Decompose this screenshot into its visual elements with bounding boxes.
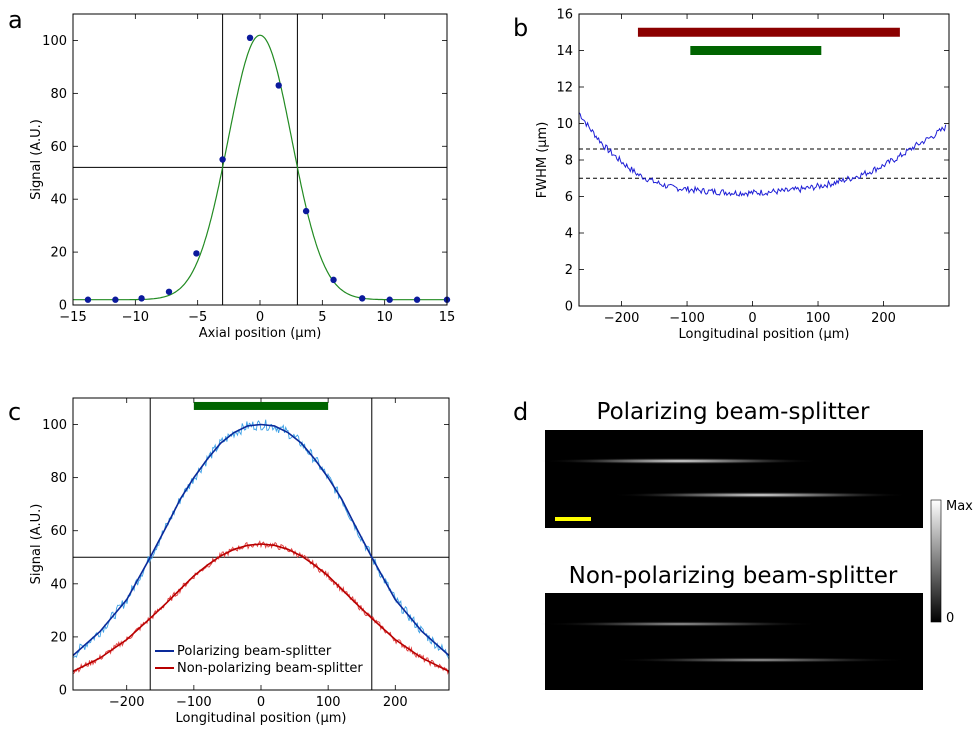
image-non-polarizing [545, 593, 923, 690]
beam-streak [540, 621, 820, 627]
y-tick-label: 80 [50, 87, 67, 102]
data-point [275, 82, 282, 89]
panel-label-c: c [8, 398, 21, 426]
x-tick-label: 100 [806, 311, 831, 326]
scale-bar [555, 517, 591, 521]
x-axis-label: Longitudinal position (µm) [679, 327, 850, 342]
legend-entry: Non-polarizing beam-splitter [177, 661, 363, 676]
y-tick-label: 8 [565, 154, 573, 169]
x-axis-label: Longitudinal position (µm) [176, 711, 347, 726]
data-point [246, 34, 254, 42]
data-point [138, 295, 145, 302]
plot-frame [72, 397, 450, 691]
image-panel-d: Polarizing beam-splitter Non-polarizing … [540, 399, 973, 690]
y-tick-label: 14 [556, 44, 573, 59]
data-point [219, 156, 226, 163]
x-tick-label: −200 [109, 695, 145, 710]
plot-frame [578, 13, 950, 307]
chart-panel-c: −200 −100 0 100 200020406080100Longitudinal … [29, 397, 450, 726]
fit-line [72, 423, 450, 657]
x-tick-label: −200 [604, 311, 640, 326]
y-tick-label: 0 [59, 299, 67, 314]
legend: Polarizing beam-splitter Non-polarizing b… [155, 644, 363, 676]
y-tick-label: 12 [556, 81, 573, 96]
data-point [302, 207, 310, 215]
range-bar [637, 27, 900, 37]
y-tick-label: 0 [565, 300, 573, 315]
y-tick-label: 20 [50, 246, 67, 261]
fit-line [72, 543, 450, 673]
colorbar [930, 499, 942, 623]
y-tick-label: 4 [565, 227, 573, 242]
x-tick-label: −5 [188, 310, 207, 325]
data-point [330, 276, 337, 284]
image-title-polarizing: Polarizing beam-splitter [597, 399, 871, 425]
y-tick-label: 40 [50, 577, 67, 592]
range-bar [690, 46, 822, 55]
image-title-non-polarizing: Non-polarizing beam-splitter [569, 563, 898, 589]
data-point [193, 250, 200, 257]
panel-label-b: b [513, 14, 528, 42]
range-bar [193, 401, 329, 410]
beam-streak [610, 657, 910, 663]
x-tick-label: −100 [176, 695, 212, 710]
y-tick-label: 100 [42, 34, 67, 49]
chart-panel-b: −200 −100 0 100 200 0 2 4 6 8 10 12 14 16 Longitudinal… [535, 8, 950, 342]
beam-streak [540, 457, 820, 465]
data-point [165, 288, 173, 295]
y-tick-label: 40 [50, 193, 67, 208]
legend-entry: Polarizing beam-splitter [177, 644, 332, 659]
y-tick-label: 20 [50, 630, 67, 645]
x-tick-label: 0 [256, 310, 264, 325]
x-axis-label: Axial position (µm) [199, 326, 322, 341]
gaussian-fit-line [73, 34, 447, 301]
beam-streak [610, 491, 910, 499]
data-point [359, 295, 366, 302]
y-axis-label: FWHM (µm) [535, 122, 550, 199]
data-point [413, 296, 421, 303]
y-tick-label: 60 [50, 140, 67, 155]
y-tick-label: 10 [556, 117, 573, 132]
x-tick-label: 15 [439, 310, 456, 325]
y-tick-label: 100 [42, 418, 67, 433]
panel-label-a: a [8, 6, 23, 34]
y-axis-label: Signal (A.U.) [29, 504, 44, 585]
x-tick-label: 200 [383, 695, 408, 710]
y-tick-label: 6 [565, 190, 573, 205]
measured-trace [73, 419, 450, 660]
image-polarizing [545, 430, 923, 528]
y-tick-label: 2 [565, 263, 573, 278]
x-tick-label: 100 [316, 695, 341, 710]
x-tick-label: −10 [122, 310, 149, 325]
x-tick-label: 5 [318, 310, 326, 325]
colorbar-min-label: 0 [946, 611, 954, 626]
x-tick-label: 10 [376, 310, 393, 325]
data-point [386, 296, 393, 303]
y-tick-label: 0 [59, 684, 67, 699]
chart-panel-a: −15 −10 −5 0 5 10 15 0 20 40 60 80 100 Axial position… [29, 13, 456, 341]
y-axis-label: Signal (A.U.) [29, 119, 44, 200]
colorbar-max-label: Max [946, 499, 973, 514]
x-tick-label: 0 [257, 695, 265, 710]
y-tick-label: 80 [50, 471, 67, 486]
data-point [112, 296, 119, 303]
panel-label-d: d [513, 398, 528, 426]
x-tick-label: −100 [669, 311, 705, 326]
x-tick-label: 200 [871, 311, 896, 326]
data-point [84, 296, 92, 303]
x-tick-label: −15 [59, 310, 86, 325]
y-tick-label: 16 [556, 8, 573, 23]
fwhm-line [578, 112, 947, 198]
x-tick-label: 0 [748, 311, 756, 326]
y-tick-label: 60 [50, 524, 67, 539]
plot-frame [72, 13, 448, 306]
